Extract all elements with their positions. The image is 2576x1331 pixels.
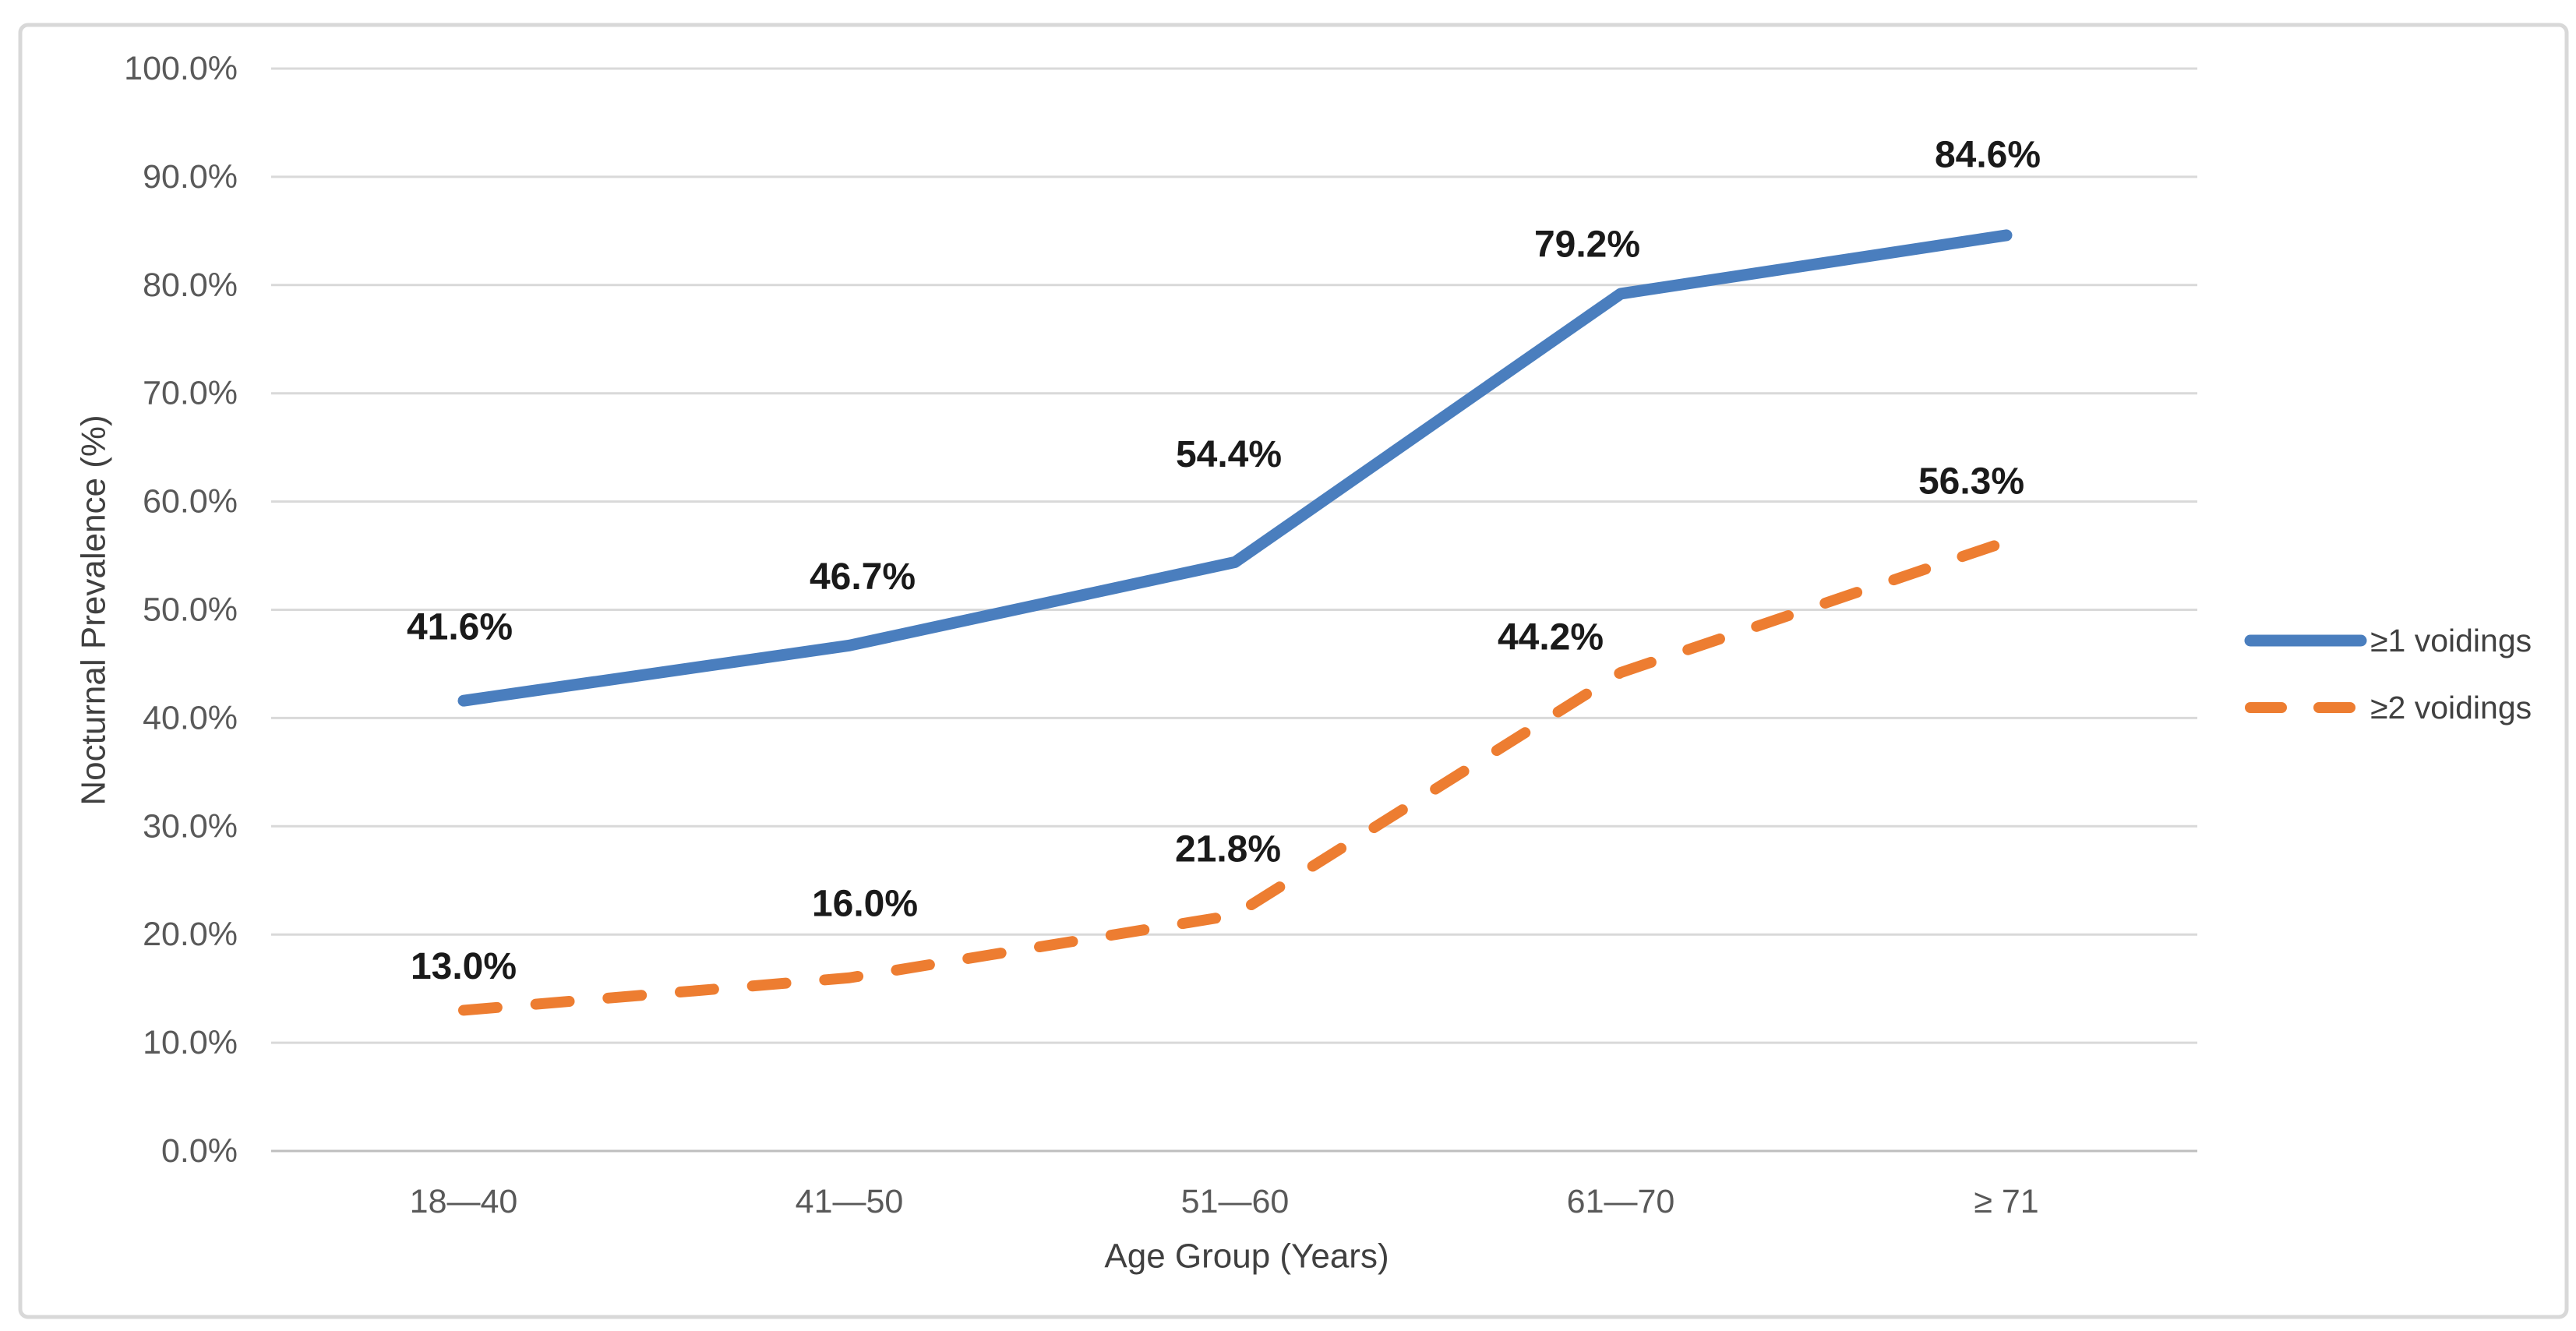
y-tick-label: 50.0% <box>143 591 238 629</box>
data-label: 79.2% <box>1534 224 1640 265</box>
y-tick-label: 60.0% <box>143 483 238 521</box>
data-label: 13.0% <box>411 946 517 987</box>
data-label: 41.6% <box>407 607 513 648</box>
data-label: 44.2% <box>1498 617 1604 658</box>
y-tick-label: 20.0% <box>143 916 238 953</box>
y-axis-title: Nocturnal Prevalence (%) <box>75 415 113 805</box>
y-tick-label: 80.0% <box>143 267 238 304</box>
data-label: 84.6% <box>1935 134 2041 175</box>
data-label: 21.8% <box>1175 829 1281 870</box>
data-label: 56.3% <box>1918 461 2024 502</box>
legend: ≥1 voidings ≥2 voidings <box>2244 623 2532 726</box>
x-tick-label: 51—60 <box>1181 1183 1290 1220</box>
y-tick-label: 90.0% <box>143 158 238 196</box>
y-tick-label: 10.0% <box>143 1024 238 1061</box>
data-labels: 41.6% 46.7% 54.4% 79.2% 84.6% 13.0% 16.0% 21.8%… <box>407 134 2041 987</box>
series-line-ge1-voidings <box>457 229 2013 707</box>
x-axis-title: Age Group (Years) <box>1104 1237 1389 1276</box>
y-axis-tick-labels: 0.0% 10.0% 20.0% 30.0% 40.0% 50.0% 60.0% 70.0% 8… <box>124 50 238 1170</box>
data-label: 16.0% <box>812 883 918 924</box>
legend-label-ge1-voidings: ≥1 voidings <box>2370 623 2532 658</box>
y-tick-label: 70.0% <box>143 375 238 412</box>
chart-border <box>18 23 2569 1319</box>
x-axis-tick-labels: 18—40 41—50 51—60 61—70 ≥ 71 <box>410 1183 2039 1220</box>
y-tick-label: 0.0% <box>161 1132 238 1170</box>
x-tick-label: ≥ 71 <box>1974 1183 2038 1220</box>
y-tick-label: 40.0% <box>143 699 238 736</box>
legend-label-ge2-voidings: ≥2 voidings <box>2370 690 2532 726</box>
y-tick-label: 100.0% <box>124 50 238 87</box>
data-label: 46.7% <box>810 556 916 598</box>
gridlines <box>271 67 2197 1153</box>
y-tick-label: 30.0% <box>143 807 238 845</box>
x-tick-label: 18—40 <box>410 1183 518 1220</box>
x-tick-label: 41—50 <box>796 1183 904 1220</box>
x-tick-label: 61—70 <box>1567 1183 1675 1220</box>
data-label: 54.4% <box>1176 434 1282 475</box>
